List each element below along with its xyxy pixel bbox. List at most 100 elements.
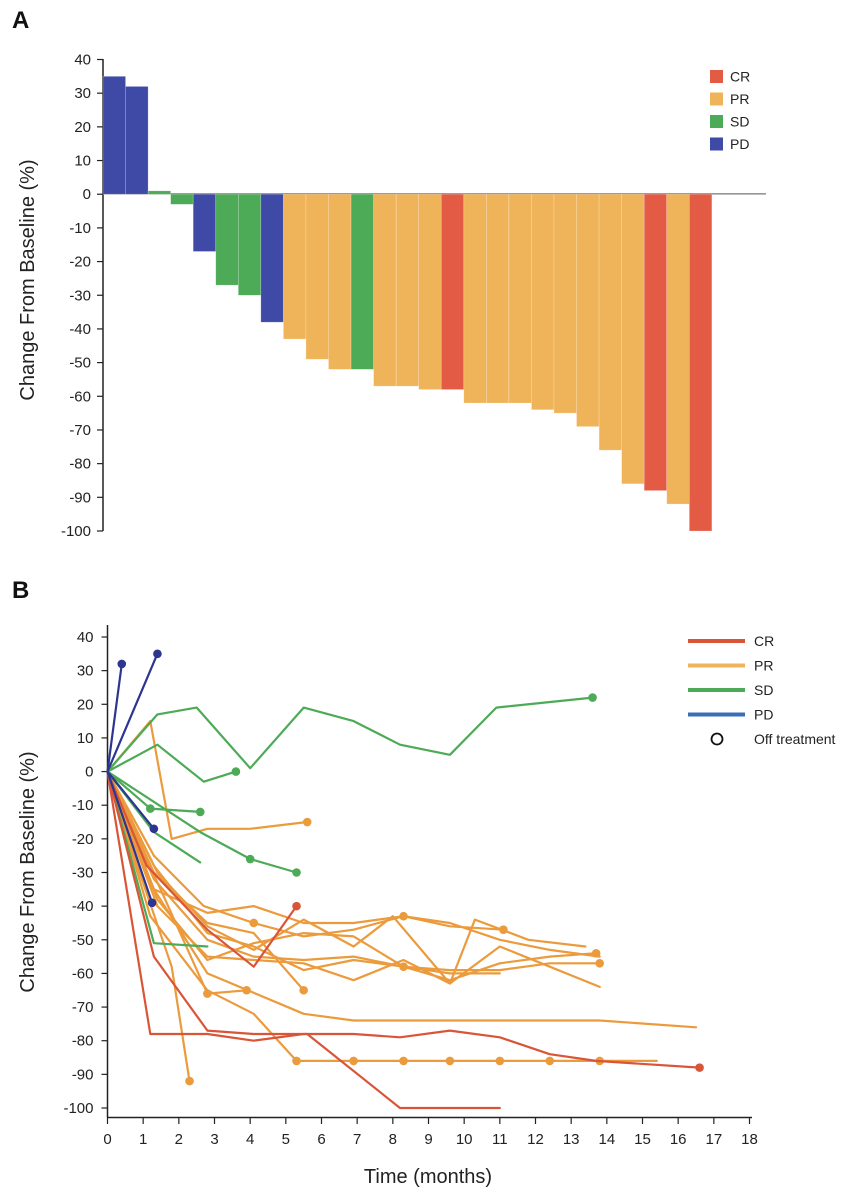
bar-pr	[418, 193, 442, 390]
series-sd	[106, 693, 597, 773]
legend-label-pr: PR	[730, 91, 749, 107]
panel-a-letter: A	[12, 7, 29, 34]
off-treatment-marker	[695, 1063, 704, 1072]
off-treatment-marker	[292, 1056, 301, 1066]
y-tick-label: -100	[63, 1100, 93, 1117]
bar-pr	[598, 193, 622, 451]
x-tick-label: 14	[598, 1131, 615, 1148]
off-treatment-marker	[545, 1056, 555, 1066]
bar-pr	[373, 193, 397, 387]
panel-a-waterfall-chart: A Change From Baseline (%) 40 30 20 10 0 -10 -…	[12, 7, 766, 540]
legend-label-sd: SD	[730, 114, 749, 130]
x-tick-label: 13	[563, 1131, 580, 1148]
off-treatment-marker	[149, 824, 159, 834]
off-treatment-marker	[588, 693, 597, 702]
x-tick-label: 1	[139, 1131, 147, 1148]
series-sd	[106, 743, 241, 783]
legend-label-cr: CR	[754, 633, 774, 649]
y-tick-label: -10	[69, 220, 91, 237]
off-treatment-marker	[595, 959, 604, 968]
series-cr	[106, 770, 704, 1072]
series-line-pd	[106, 652, 159, 773]
legend-label-off-treatment: Off treatment	[754, 731, 836, 747]
bar-cr	[440, 193, 465, 390]
bar-pr	[576, 193, 600, 427]
x-tick-label: 0	[103, 1131, 111, 1148]
off-treatment-marker	[302, 817, 312, 827]
series-pr	[106, 770, 308, 995]
y-tick-label: -80	[72, 1033, 94, 1050]
panel-a-legend: CR PR SD PD	[710, 69, 750, 152]
off-treatment-marker	[146, 804, 155, 813]
off-treatment-marker	[299, 985, 308, 995]
x-tick-label: 8	[389, 1131, 397, 1148]
x-tick-label: 7	[353, 1131, 361, 1148]
bar-cr	[643, 193, 668, 491]
series-pd	[106, 770, 157, 908]
legend-label-pd: PD	[730, 136, 749, 152]
series-sd	[106, 770, 205, 817]
series-line-pr	[106, 770, 587, 985]
x-tick-label: 15	[634, 1131, 651, 1148]
series-line-cr	[106, 770, 298, 968]
x-tick-label: 11	[492, 1131, 508, 1148]
x-tick-label: 18	[741, 1131, 758, 1148]
y-tick-label: -60	[69, 388, 91, 405]
y-tick-label: -100	[61, 523, 91, 540]
series-line-sd	[106, 770, 298, 874]
off-treatment-marker	[185, 1076, 194, 1086]
legend-label-sd: SD	[754, 682, 773, 698]
x-tick-label: 17	[705, 1131, 722, 1148]
legend-label-pr: PR	[754, 658, 773, 674]
y-tick-label: -60	[72, 965, 94, 982]
bar-sd	[238, 193, 262, 296]
y-tick-label: -90	[72, 1066, 94, 1083]
y-tick-label: -50	[69, 355, 91, 372]
y-tick-label: -70	[72, 999, 94, 1016]
legend-label-cr: CR	[730, 69, 750, 85]
y-tick-label: 30	[74, 85, 91, 102]
panel-b-y-axis-title: Change From Baseline (%)	[17, 751, 39, 992]
off-treatment-marker	[195, 807, 205, 817]
series-line-pr	[106, 770, 601, 958]
legend-symbol-off-treatment	[710, 732, 724, 746]
x-tick-label: 16	[670, 1131, 687, 1148]
x-tick-label: 6	[317, 1131, 325, 1148]
off-treatment-marker	[249, 918, 259, 928]
y-tick-label: 10	[77, 730, 94, 747]
panel-b-spider-plot: B Change From Baseline (%) Time (months)…	[12, 577, 836, 1188]
series-line-sd	[106, 743, 237, 783]
off-treatment-marker	[147, 898, 157, 908]
bar-pd	[125, 86, 149, 195]
bar-sd	[215, 193, 239, 286]
panel-b-series	[106, 649, 704, 1110]
y-tick-label: 40	[77, 629, 94, 646]
series-line-pd	[106, 770, 155, 830]
x-tick-label: 3	[210, 1131, 218, 1148]
series-sd	[106, 770, 301, 877]
bar-pr	[395, 193, 419, 387]
series-line-cr	[106, 770, 701, 1069]
bar-pr	[621, 193, 645, 485]
series-line-pr	[106, 770, 305, 992]
series-pr	[106, 770, 601, 958]
series-line-pr	[106, 770, 658, 1063]
x-tick-label: 9	[424, 1131, 432, 1148]
off-treatment-marker	[349, 1056, 358, 1066]
series-cr	[106, 770, 301, 968]
y-tick-label: -30	[72, 865, 94, 882]
y-tick-label: 10	[74, 153, 91, 170]
off-treatment-marker	[292, 868, 301, 877]
bar-pr	[328, 193, 352, 370]
y-tick-label: 0	[83, 186, 91, 203]
series-line-pr	[106, 770, 601, 989]
series-pr	[106, 770, 601, 989]
off-treatment-marker	[292, 901, 301, 911]
series-line-sd	[106, 696, 594, 773]
bar-sd	[350, 193, 374, 370]
y-tick-label: 40	[74, 52, 91, 69]
off-treatment-marker	[399, 1056, 408, 1066]
panel-b-letter: B	[12, 577, 29, 604]
bar-sd	[170, 193, 194, 205]
